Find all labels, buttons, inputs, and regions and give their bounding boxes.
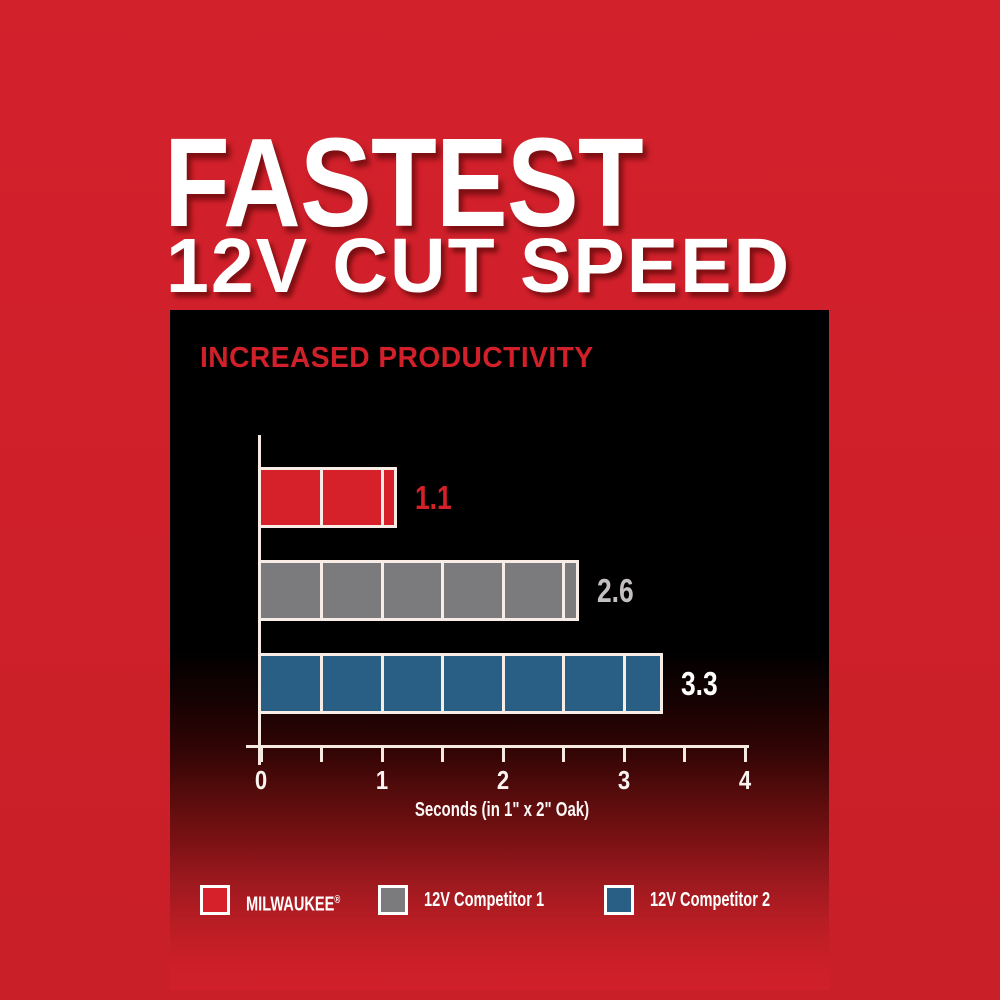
x-axis-label: Seconds (in 1" x 2" Oak) <box>414 799 590 821</box>
tick-label: 3 <box>617 765 631 795</box>
tick-label: 4 <box>738 765 752 795</box>
bar-value-label: 2.6 <box>596 572 634 609</box>
legend-swatch-competitor-2 <box>604 885 634 915</box>
axis-tick <box>562 745 565 762</box>
panel-heading: INCREASED PRODUCTIVITY <box>200 342 594 374</box>
bar-segment-divider <box>320 470 323 525</box>
axis-tick <box>259 745 263 762</box>
bar-segment-divider <box>622 656 626 711</box>
legend-label-milwaukee: MILWAUKEE® <box>246 893 341 916</box>
bar-12v-competitor-2 <box>258 653 664 714</box>
axis-tick <box>501 745 505 762</box>
tick-label: 0 <box>254 765 268 795</box>
axis-tick <box>743 745 747 762</box>
axis-tick <box>441 745 444 762</box>
bar-segment-divider <box>320 563 323 618</box>
bar-value-label: 3.3 <box>681 665 718 702</box>
legend-label-competitor-2: 12V Competitor 2 <box>650 889 771 911</box>
bar-value-label: 1.1 <box>415 479 452 516</box>
x-axis-line <box>246 745 749 748</box>
bar-segment-divider <box>562 563 565 618</box>
title-line1: FASTEST <box>164 112 644 253</box>
chart-panel: INCREASED PRODUCTIVITY 1.1 2.6 3.3 0 1 2 3 4 Se… <box>170 310 829 990</box>
bar-segment-divider <box>562 656 565 711</box>
bar-segment-divider <box>380 563 384 618</box>
bar-segment-divider <box>501 563 505 618</box>
axis-tick <box>622 745 626 762</box>
bar-12v-competitor-1 <box>258 560 579 621</box>
title-line2: 12V CUT SPEED <box>166 223 792 309</box>
bar-segment-divider <box>380 656 384 711</box>
bar-segment-divider <box>380 470 384 525</box>
axis-tick <box>380 745 384 762</box>
axis-tick <box>320 745 323 762</box>
axis-tick <box>683 745 686 762</box>
legend-label-competitor-1: 12V Competitor 1 <box>424 889 545 911</box>
tick-label: 1 <box>375 765 389 795</box>
bar-segment-divider <box>441 656 444 711</box>
bar-segment-divider <box>501 656 505 711</box>
tick-label: 2 <box>496 765 510 795</box>
legend-swatch-milwaukee <box>200 885 230 915</box>
bar-segment-divider <box>320 656 323 711</box>
legend-swatch-competitor-1 <box>378 885 408 915</box>
bar-milwaukee <box>258 467 398 528</box>
bar-segment-divider <box>441 563 444 618</box>
